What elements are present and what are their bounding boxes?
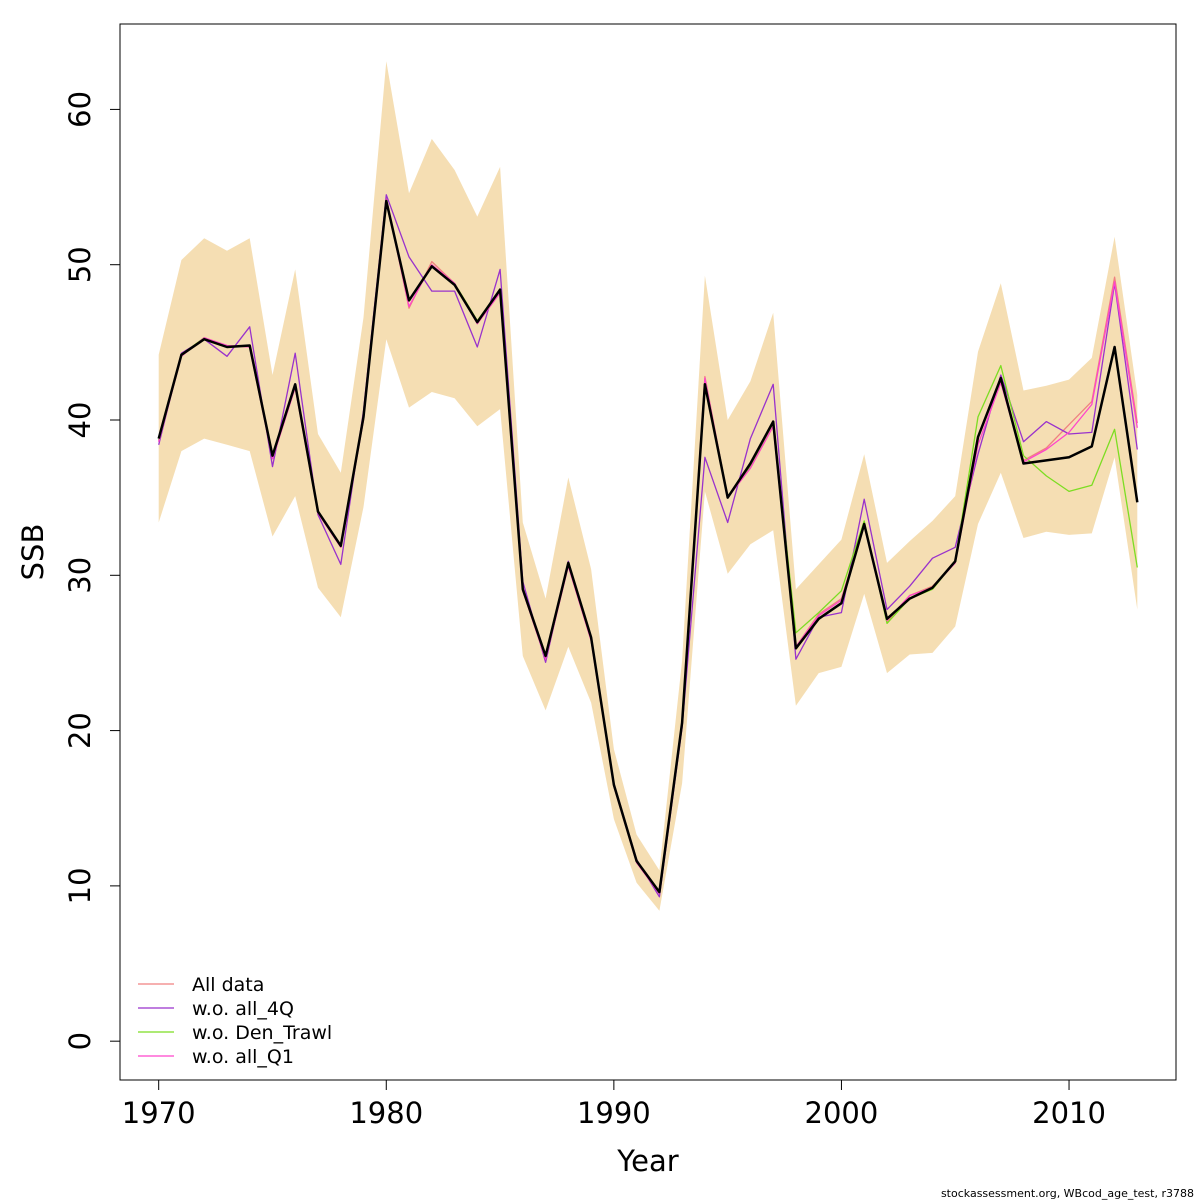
plot-frame: [119, 23, 1177, 1081]
x-tick-label: 1990: [577, 1096, 651, 1130]
y-tick-label: 0: [63, 1032, 97, 1050]
series-lines-layer: [157, 194, 1139, 898]
y-tick-label: 40: [63, 402, 97, 439]
x-tick-label: 1980: [349, 1096, 423, 1130]
y-tick-label: 20: [63, 712, 97, 749]
legend-label: w.o. all_Q1: [192, 1046, 294, 1068]
series-line-w-o-den-trawl: [158, 201, 1138, 893]
y-tick-label: 60: [63, 91, 97, 128]
series-line-w-o-all-q1: [158, 198, 1138, 895]
x-tick-label: 2000: [805, 1096, 879, 1130]
y-axis: 0 10 20 30 40 50 60: [63, 91, 121, 1050]
x-tick-label: 1970: [122, 1096, 196, 1130]
legend-label: w.o. all_4Q: [192, 998, 294, 1020]
series-line-w-o-all-4q: [158, 194, 1138, 898]
series-line-all-data: [158, 197, 1138, 895]
y-tick-label: 50: [63, 246, 97, 283]
legend-label: All data: [192, 974, 264, 996]
footer-credit: stockassessment.org, WBcod_age_test, r37…: [941, 1187, 1194, 1200]
series-line-estimate: [157, 199, 1139, 894]
legend-label: w.o. Den_Trawl: [192, 1022, 332, 1044]
x-axis: 1970 1980 1990 2000 2010: [122, 1079, 1106, 1130]
y-tick-label: 30: [63, 557, 97, 594]
x-axis-title: Year: [616, 1144, 678, 1178]
x-tick-label: 2010: [1032, 1096, 1106, 1130]
y-axis-title: SSB: [16, 524, 50, 581]
y-tick-label: 10: [63, 867, 97, 904]
confidence-band: [158, 61, 1138, 911]
confidence-band-layer: [158, 61, 1138, 911]
